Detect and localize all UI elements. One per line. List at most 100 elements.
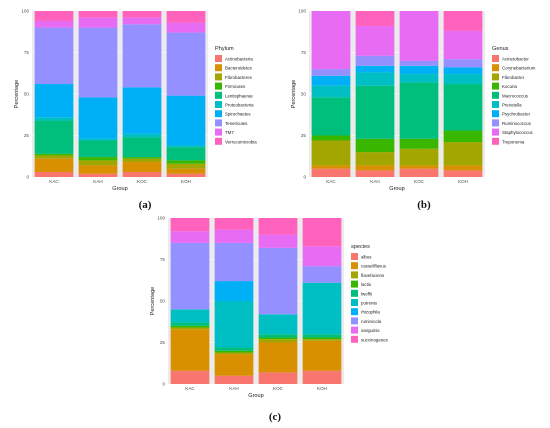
bar-segment-tm7 bbox=[122, 17, 162, 25]
bar-segment-lwoffii bbox=[258, 334, 298, 338]
legend-entry: Macrococcus bbox=[502, 93, 529, 98]
legend-swatch bbox=[492, 91, 499, 99]
legend-swatch bbox=[215, 137, 222, 145]
chart-panel-1: 0 25 50 75 100 KAC KAH KOC KOH Group Percentage Gen… bbox=[291, 9, 536, 193]
bar-segment-putrenia bbox=[214, 301, 254, 348]
bar-segment-psychrobacter bbox=[399, 65, 439, 75]
bar-segment-staphylococcus bbox=[443, 30, 483, 60]
legend-entry: Firmicutes bbox=[225, 84, 246, 89]
bar-segment-staphylococcus bbox=[311, 11, 351, 70]
bar-segment-albus bbox=[170, 370, 210, 384]
bar-segment-bacteroidetes bbox=[166, 168, 206, 174]
bar-segment-putrenia bbox=[258, 314, 298, 335]
bar-segment-actinobacteria bbox=[122, 172, 162, 177]
legend-swatch bbox=[215, 64, 222, 72]
panel-label: (b) bbox=[417, 199, 431, 211]
legend-swatch bbox=[492, 119, 499, 127]
bar-segment-tenericutes bbox=[122, 24, 162, 88]
legend-swatch bbox=[215, 101, 222, 108]
y-axis-label: Percentage bbox=[14, 80, 20, 109]
bar-segment-corynebacterium bbox=[399, 165, 439, 169]
bar-segment-kocuria bbox=[399, 138, 439, 149]
bar-segment-prevotella bbox=[355, 72, 395, 86]
x-tick-label: KOC bbox=[137, 179, 148, 184]
bar-segment-proteobacteria bbox=[122, 133, 162, 138]
x-tick-label: KOC bbox=[414, 179, 425, 184]
bar-segment-staphylococcus bbox=[355, 25, 395, 56]
bar-segment-tenericutes bbox=[78, 27, 118, 98]
bar-segment-ruminococcus bbox=[399, 60, 439, 66]
bar-segment-casseliflavus bbox=[170, 329, 210, 371]
legend-entry: TM7 bbox=[225, 130, 234, 135]
bar-segment-albus bbox=[258, 372, 298, 384]
bar-segment-lactis bbox=[214, 350, 254, 353]
legend-entry: Actinobacteria bbox=[225, 57, 253, 62]
y-tick-label: 75 bbox=[24, 50, 30, 55]
legend-swatch bbox=[215, 82, 222, 90]
bar-segment-casseliflavus bbox=[214, 354, 254, 376]
y-tick-label: 0 bbox=[26, 175, 29, 180]
x-tick-label: KAH bbox=[370, 179, 379, 184]
bar-segment-ruminococcus bbox=[311, 69, 351, 76]
bar-segment-sanguinis bbox=[214, 229, 254, 243]
y-tick-label: 75 bbox=[301, 50, 307, 55]
bar-segment-firmicutes bbox=[166, 160, 206, 164]
bar-segment-ruminococcus bbox=[443, 59, 483, 68]
legend-entry: Corynebacterium bbox=[502, 66, 536, 71]
y-axis-label: Percentage bbox=[291, 80, 297, 109]
bar-segment-actinobacteria bbox=[166, 173, 206, 177]
bar-segment-succinogenes bbox=[170, 218, 210, 232]
legend-swatch bbox=[492, 82, 499, 90]
legend-swatch bbox=[215, 119, 222, 127]
x-tick-label: KAC bbox=[49, 179, 59, 184]
legend-entry: Fibrobacter bbox=[502, 75, 525, 80]
bar-segment-acinetobacter bbox=[399, 168, 439, 177]
bar-segment-lwoffii bbox=[302, 334, 342, 338]
x-tick-label: KOH bbox=[181, 179, 191, 184]
legend-swatch bbox=[492, 101, 499, 108]
legend-swatch bbox=[215, 128, 222, 136]
legend-swatch bbox=[215, 91, 222, 99]
bar-segment-succinogenes bbox=[302, 218, 342, 247]
legend-swatch bbox=[351, 253, 358, 260]
bar-segment-lwoffii bbox=[170, 322, 210, 326]
y-tick-label: 75 bbox=[160, 257, 166, 262]
bar-segment-staphylococcus bbox=[399, 11, 439, 61]
bar-segment-flavefaciens bbox=[258, 339, 298, 343]
bar-segment-casseliflavus bbox=[258, 342, 298, 373]
bar-segment-lentisphaerae bbox=[122, 137, 162, 158]
legend-swatch bbox=[492, 73, 499, 81]
legend-swatch bbox=[215, 110, 222, 118]
y-tick-label: 25 bbox=[24, 133, 30, 138]
legend-swatch bbox=[492, 64, 499, 72]
legend-entry: Ruminococcus bbox=[502, 121, 532, 126]
legend-entry: Prevotella bbox=[502, 103, 522, 108]
bar-segment-lentisphaerae bbox=[34, 120, 74, 154]
bar-segment-kocuria bbox=[355, 138, 395, 153]
y-axis-label: Percentage bbox=[150, 287, 156, 316]
legend-swatch bbox=[351, 299, 358, 306]
x-tick-label: KAC bbox=[326, 179, 336, 184]
bar-segment-prevotella bbox=[443, 74, 483, 85]
bar-segment-acinetobacter bbox=[443, 170, 483, 177]
bar-segment-fibrobacter bbox=[443, 142, 483, 166]
legend-entry: Proteobacteria bbox=[225, 103, 254, 108]
bar-segment-kocuria bbox=[443, 130, 483, 143]
x-axis-label: Group bbox=[389, 186, 405, 192]
bar-segment-ruminicola bbox=[214, 242, 254, 282]
legend-swatch bbox=[351, 317, 358, 325]
legend-entry: flavefaciens bbox=[361, 273, 385, 278]
legend-entry: sanguinis bbox=[361, 328, 380, 333]
bar-segment-tenericutes bbox=[34, 27, 74, 85]
bar-segment-proteobacteria bbox=[34, 117, 74, 121]
legend-swatch bbox=[351, 326, 358, 334]
bar-segment-ruminicola bbox=[170, 242, 210, 310]
bar-segment-ruminicola bbox=[258, 247, 298, 315]
legend-entry: succinogenes bbox=[361, 337, 389, 342]
legend-entry: lactis bbox=[361, 282, 372, 287]
bar-segment-putrenia bbox=[170, 309, 210, 323]
y-tick-label: 0 bbox=[303, 175, 306, 180]
bar-segment-corynebacterium bbox=[355, 165, 395, 171]
bar-segment-tm7 bbox=[34, 20, 74, 28]
y-tick-label: 25 bbox=[301, 133, 307, 138]
